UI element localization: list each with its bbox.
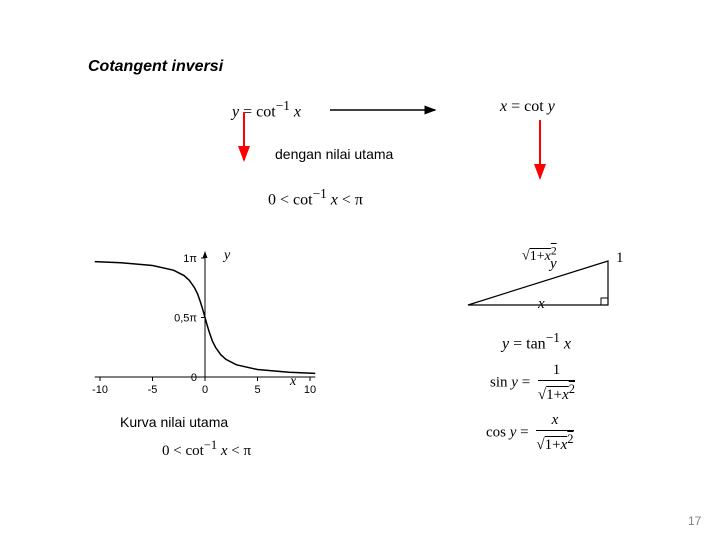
equation-sin-y: sin y = 1 √1+x2 bbox=[490, 362, 575, 404]
arrow-implies bbox=[0, 0, 720, 540]
right-triangle bbox=[0, 0, 720, 540]
chart-x-axis-label: x bbox=[290, 374, 296, 390]
chart-y-axis-label: y bbox=[224, 248, 230, 264]
equation-y-eq-arccot-x: y = cot−1 x bbox=[232, 98, 301, 121]
svg-text:-10: -10 bbox=[92, 384, 108, 396]
equation-range: 0 < cot−1 x < π bbox=[268, 186, 363, 209]
svg-text:10: 10 bbox=[304, 384, 316, 396]
svg-text:5: 5 bbox=[254, 384, 260, 396]
svg-text:0,5π: 0,5π bbox=[174, 313, 197, 325]
equation-y-eq-arctan-x: y = tan−1 x bbox=[502, 330, 571, 353]
page-number: 17 bbox=[688, 514, 701, 528]
equation-range-2: 0 < cot−1 x < π bbox=[162, 438, 251, 460]
triangle-opposite-1-label: 1 bbox=[616, 250, 624, 267]
principal-value-text: dengan nilai utama bbox=[275, 146, 393, 162]
triangle-angle-y-label: y bbox=[550, 256, 557, 273]
arccot-chart: -10 -5 0 5 10 1π 0,5π 0 bbox=[0, 0, 720, 540]
svg-text:-5: -5 bbox=[148, 384, 158, 396]
svg-text:0: 0 bbox=[191, 372, 197, 384]
svg-text:1π: 1π bbox=[183, 253, 197, 265]
page-title: Cotangent inversi bbox=[88, 58, 223, 76]
triangle-base-x-label: x bbox=[538, 296, 545, 313]
svg-text:0: 0 bbox=[202, 384, 208, 396]
equation-cos-y: cos y = x √1+x2 bbox=[486, 412, 574, 454]
chart-caption: Kurva nilai utama bbox=[120, 414, 228, 430]
equation-x-eq-cot-y: x = cot y bbox=[500, 98, 555, 116]
